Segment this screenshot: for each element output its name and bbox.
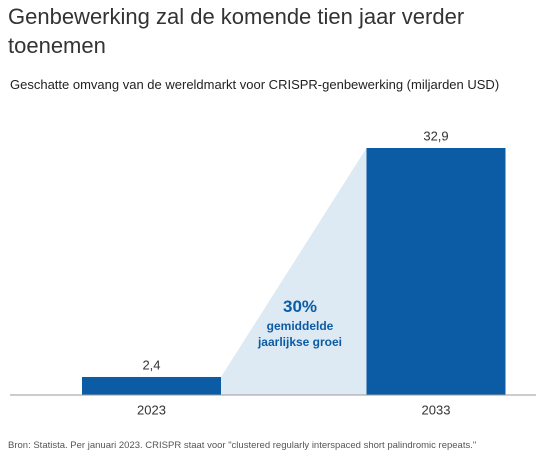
growth-area [221,148,367,395]
annotation-text: gemiddelde jaarlijkse groei [257,319,343,349]
annotation-value: 30% [282,297,318,316]
annotation: 30% gemiddelde jaarlijkse groei [245,296,355,350]
x-tick-label: 2023 [137,402,166,417]
bar [366,148,506,395]
bar [82,376,221,395]
chart-subtitle: Geschatte omvang van de wereldmarkt voor… [10,77,500,92]
chart-title: Genbewerking zal de komende tien jaar ve… [8,4,465,58]
value-label: 2,4 [142,357,160,372]
value-label: 32,9 [423,128,448,143]
x-tick-label: 2033 [422,402,451,417]
source-note: Bron: Statista. Per januari 2023. CRISPR… [8,440,477,451]
